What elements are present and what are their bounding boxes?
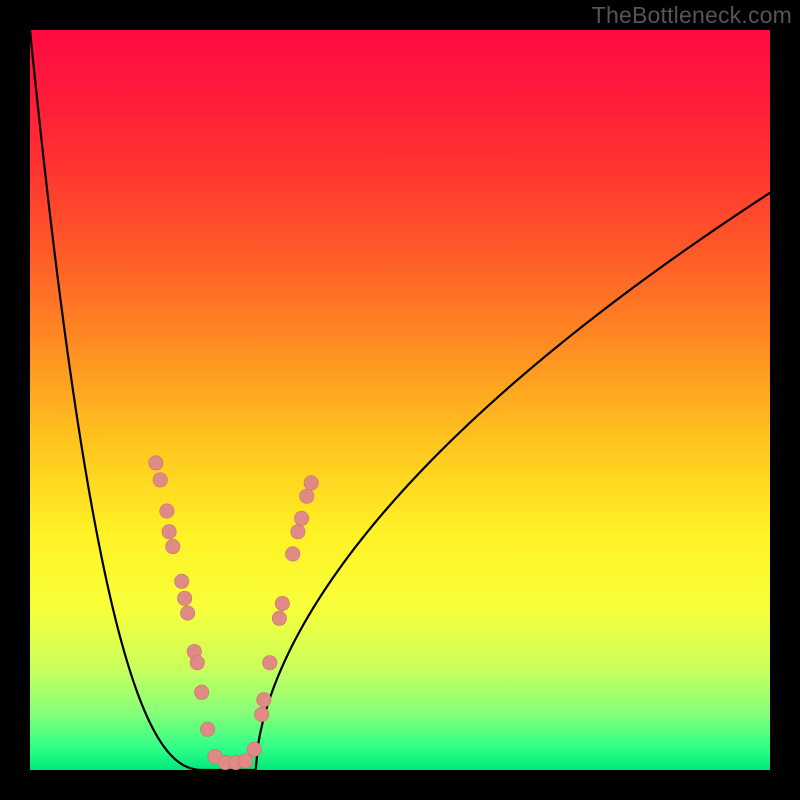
watermark-text: TheBottleneck.com — [592, 2, 792, 29]
data-dot — [247, 742, 261, 756]
data-dot — [291, 525, 305, 539]
data-dot — [160, 504, 174, 518]
data-dot — [162, 525, 176, 539]
data-dot — [257, 693, 271, 707]
data-dot — [153, 473, 167, 487]
plot-area — [30, 30, 770, 770]
data-dot — [175, 574, 189, 588]
data-dot — [300, 489, 314, 503]
data-dot — [272, 611, 286, 625]
data-dot — [166, 539, 180, 553]
data-dot — [149, 456, 163, 470]
data-dot — [180, 606, 194, 620]
data-dot — [286, 547, 300, 561]
data-dot — [275, 596, 289, 610]
bottleneck-chart — [0, 0, 800, 800]
data-dot — [238, 754, 252, 768]
data-dot — [190, 656, 204, 670]
data-dot — [304, 476, 318, 490]
data-dot — [200, 722, 214, 736]
data-dot — [177, 591, 191, 605]
data-dot — [194, 685, 208, 699]
data-dot — [254, 707, 268, 721]
data-dot — [294, 511, 308, 525]
data-dot — [263, 656, 277, 670]
